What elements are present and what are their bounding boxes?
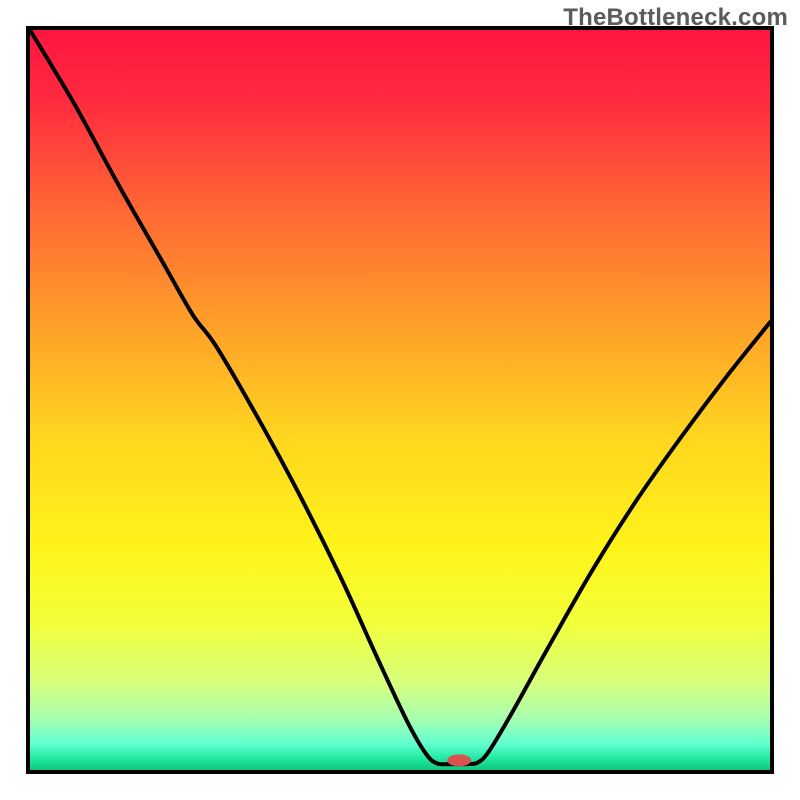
optimal-point-marker: [447, 754, 471, 766]
bottleneck-line-chart: [0, 0, 800, 800]
chart-container: TheBottleneck.com: [0, 0, 800, 800]
gradient-background: [30, 30, 770, 770]
